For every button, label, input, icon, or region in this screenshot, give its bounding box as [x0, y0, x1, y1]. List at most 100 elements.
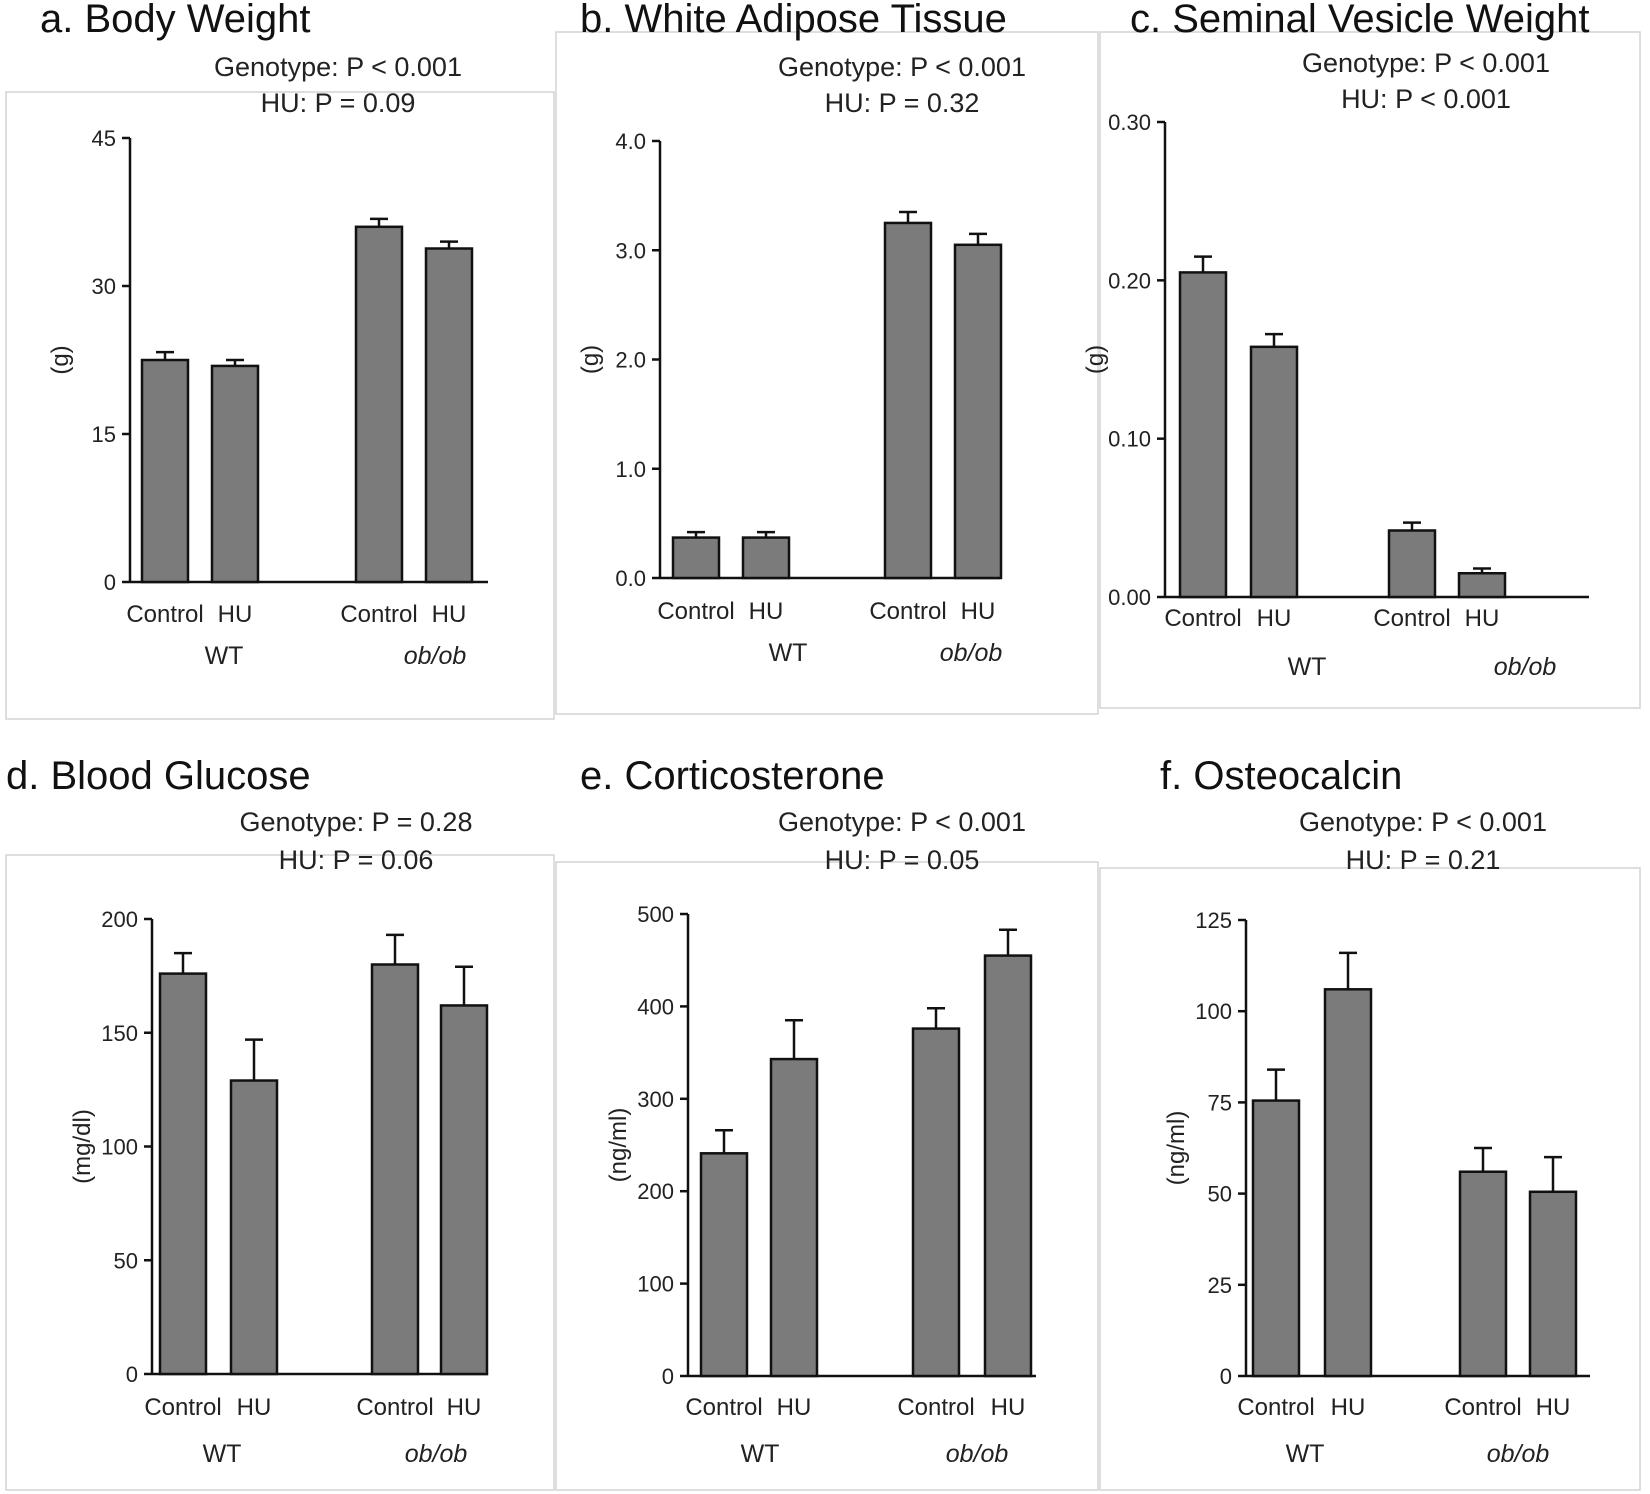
- bar-obob-control: [911, 1027, 961, 1378]
- y-tick-label: 200: [101, 907, 138, 932]
- chart-panels: a. Body Weight Genotype: P < 0.001 HU: P =…: [6, 0, 1590, 1468]
- x-category-label: HU: [1536, 1394, 1571, 1421]
- y-tick-label: 50: [1208, 1182, 1232, 1207]
- bar-obob-hu: [983, 954, 1033, 1378]
- bar-wt-control: [1178, 271, 1228, 599]
- bar-wt-hu: [210, 364, 260, 584]
- hu-p-value: HU: P = 0.06: [279, 845, 434, 875]
- y-tick-label: 15: [92, 422, 116, 447]
- x-category-label: HU: [991, 1394, 1026, 1421]
- group-label: WT: [741, 1440, 780, 1468]
- panel-e-frame: [555, 861, 1099, 1491]
- group-label: ob/ob: [940, 639, 1003, 667]
- group-label: WT: [205, 642, 244, 670]
- hu-p-value: HU: P = 0.21: [1346, 845, 1501, 875]
- x-category-label: HU: [432, 601, 467, 628]
- chart-title: a. Body Weight: [40, 0, 311, 41]
- x-category-label: HU: [749, 598, 784, 625]
- y-tick-label: 0: [126, 1362, 138, 1387]
- genotype-p-value: Genotype: P = 0.28: [240, 807, 473, 837]
- x-category-label: HU: [1257, 605, 1292, 632]
- panel-d-frame: [5, 854, 555, 1491]
- x-category-label: HU: [777, 1394, 812, 1421]
- group-label: ob/ob: [1494, 653, 1557, 681]
- y-tick-label: 2.0: [615, 348, 646, 373]
- bar-wt-hu: [1323, 988, 1373, 1378]
- genotype-p-value: Genotype: P < 0.001: [214, 52, 462, 82]
- y-axis-label: (ng/ml): [1163, 1111, 1190, 1186]
- x-category-label: Control: [356, 1394, 433, 1421]
- y-tick-label: 125: [1195, 908, 1232, 933]
- x-category-label: Control: [1164, 605, 1241, 632]
- bar-obob-hu: [953, 243, 1003, 580]
- x-category-label: Control: [897, 1394, 974, 1421]
- chart-panel-c: c. Seminal Vesicle Weight Genotype: P < 0…: [1082, 0, 1589, 681]
- bar-obob-control: [1387, 529, 1437, 599]
- panel-f-frame: [1099, 867, 1641, 1491]
- chart-panel-d: d. Blood Glucose Genotype: P = 0.28 HU: P …: [6, 754, 489, 1468]
- bar-wt-hu: [229, 1079, 279, 1376]
- x-category-label: Control: [144, 1394, 221, 1421]
- chart-title: c. Seminal Vesicle Weight: [1130, 0, 1589, 41]
- chart-panel-e: e. Corticosterone Genotype: P < 0.001 HU: …: [580, 754, 1036, 1468]
- genotype-p-value: Genotype: P < 0.001: [1302, 48, 1550, 78]
- y-axis-label: (ng/ml): [605, 1108, 632, 1183]
- group-label: WT: [203, 1440, 242, 1468]
- y-tick-label: 0: [104, 570, 116, 595]
- x-category-label: HU: [237, 1394, 272, 1421]
- bar-wt-hu: [1249, 345, 1299, 599]
- bar-obob-control: [883, 221, 933, 580]
- y-tick-label: 30: [92, 274, 116, 299]
- bar-obob-hu: [1528, 1190, 1578, 1378]
- y-tick-label: 100: [101, 1135, 138, 1160]
- y-tick-label: 150: [101, 1021, 138, 1046]
- y-tick-label: 0: [1220, 1364, 1232, 1389]
- x-category-label: HU: [1331, 1394, 1366, 1421]
- y-tick-label: 50: [114, 1248, 138, 1273]
- x-category-label: HU: [961, 598, 996, 625]
- bar-wt-hu: [769, 1057, 819, 1378]
- group-label: ob/ob: [405, 1440, 468, 1468]
- bar-obob-hu: [1457, 572, 1507, 599]
- y-tick-label: 400: [637, 994, 674, 1019]
- x-category-label: Control: [1237, 1394, 1314, 1421]
- bar-wt-control: [671, 536, 721, 580]
- panel-a-frame: [5, 91, 555, 720]
- genotype-p-value: Genotype: P < 0.001: [778, 807, 1026, 837]
- bar-wt-control: [158, 972, 208, 1376]
- genotype-p-value: Genotype: P < 0.001: [778, 52, 1026, 82]
- hu-p-value: HU: P = 0.09: [261, 88, 416, 118]
- genotype-p-value: Genotype: P < 0.001: [1299, 807, 1547, 837]
- chart-panel-b: b. White Adipose Tissue Genotype: P < 0.0…: [577, 0, 1026, 667]
- y-tick-label: 0: [662, 1364, 674, 1389]
- panel-frames: [5, 31, 1641, 1491]
- bar-wt-control: [1251, 1099, 1301, 1378]
- panel-b-frame: [555, 31, 1099, 715]
- y-tick-label: 500: [637, 902, 674, 927]
- bar-obob-hu: [439, 1004, 489, 1376]
- group-label: WT: [1286, 1440, 1325, 1468]
- chart-panel-f: f. Osteocalcin Genotype: P < 0.001 HU: P =…: [1160, 754, 1590, 1468]
- group-label: ob/ob: [404, 642, 467, 670]
- x-category-label: Control: [126, 601, 203, 628]
- x-category-label: Control: [869, 598, 946, 625]
- y-tick-label: 25: [1208, 1273, 1232, 1298]
- y-axis-label: (g): [47, 345, 74, 374]
- y-tick-label: 0.30: [1108, 110, 1151, 135]
- x-category-label: HU: [218, 601, 253, 628]
- x-category-label: Control: [685, 1394, 762, 1421]
- bar-obob-control: [370, 963, 420, 1376]
- chart-title: d. Blood Glucose: [6, 754, 311, 798]
- x-category-label: HU: [447, 1394, 482, 1421]
- y-axis-label: (g): [1082, 345, 1109, 374]
- y-tick-label: 4.0: [615, 129, 646, 154]
- y-tick-label: 100: [637, 1272, 674, 1297]
- y-tick-label: 0.0: [615, 566, 646, 591]
- y-tick-label: 200: [637, 1179, 674, 1204]
- x-category-label: Control: [340, 601, 417, 628]
- y-tick-label: 100: [1195, 999, 1232, 1024]
- group-label: ob/ob: [946, 1440, 1009, 1468]
- group-label: WT: [769, 639, 808, 667]
- y-tick-label: 45: [92, 126, 116, 151]
